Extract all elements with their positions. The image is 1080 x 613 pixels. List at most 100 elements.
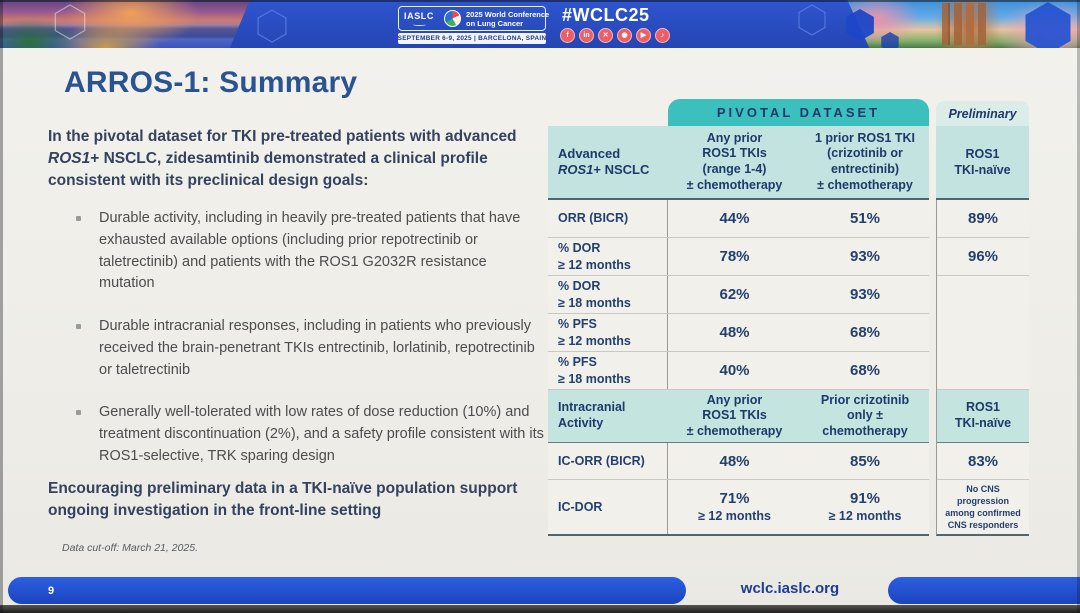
results-table: PIVOTAL DATASET Preliminary Advanced ROS1… [548, 99, 1030, 536]
cell-value: 44% [719, 210, 750, 227]
page-number: 9 [48, 584, 55, 597]
banner-blue-panel [229, 0, 870, 48]
data-cutoff-note: Data cut-off: March 21, 2025. [62, 542, 198, 554]
cell-value: 93% [849, 248, 881, 265]
tab-preliminary: Preliminary [936, 101, 1029, 126]
barcelona-park-photo [0, 0, 252, 48]
x-icon: ✕ [598, 28, 613, 43]
ic-dor-note: ≥ 12 months [698, 508, 771, 523]
row-label: IC-ORR (BICR) [548, 443, 668, 479]
intracranial-band-row: Intracranial Activity Any prior ROS1 TKI… [548, 389, 929, 442]
bullet-marker [76, 410, 81, 416]
iaslc-label: IASLC [404, 10, 434, 21]
bullet-text: Generally well-tolerated with low rates … [99, 404, 544, 464]
preliminary-column: ROS1 TKI-naïve 89% 96% ROS1 TKI-naïve 83… [936, 126, 1029, 536]
cell-value: 91% ≥ 12 months [801, 480, 929, 534]
slide-content: ARROS-1: Summary In the pivotal dataset … [0, 48, 1080, 606]
cell-value: 93% [849, 286, 881, 303]
intro-ros1-italic: ROS1 [48, 150, 91, 167]
table-row-ic-orr: IC-ORR (BICR) 48% 85% [548, 442, 929, 479]
instagram-icon: ◉ [617, 28, 632, 43]
pivotal-table: Advanced ROS1+ NSCLC Any prior ROS1 TKIs … [548, 126, 929, 536]
badge-top: IASLC 2025 World Conference on Lung Canc… [398, 6, 550, 31]
conference-title-line2: on Lung Cancer [466, 18, 524, 28]
cell-value: 85% [849, 452, 881, 470]
cell-value: 68% [849, 362, 881, 379]
footer-bar-left: 9 [8, 577, 686, 604]
header-1-prior-tki: 1 prior ROS1 TKI (crizotinib or entrecti… [814, 130, 916, 192]
bullet-intracranial-responses: Durable intracranial responses, includin… [76, 316, 546, 381]
bullet-well-tolerated: Generally well-tolerated with low rates … [76, 402, 546, 467]
table-row-ic-dor: IC-DOR 71% ≥ 12 months 91% ≥ 12 months [548, 479, 929, 534]
ic-dor-note: ≥ 12 months [828, 508, 902, 523]
tiktok-icon: ♪ [655, 28, 670, 43]
cell-value: 40% [719, 362, 750, 379]
bullet-marker [76, 324, 81, 329]
linkedin-icon: in [579, 28, 594, 43]
preliminary-body: 89% 96% ROS1 TKI-naïve 83% No CNS progre… [936, 200, 1029, 536]
table-row-dor12: % DOR ≥ 12 months 78% 93% [548, 237, 929, 275]
row-label: % DOR ≥ 12 months [548, 238, 668, 275]
header-advanced-nsclc: Advanced ROS1+ NSCLC [548, 126, 668, 198]
prelim-ic-dor-note: No CNS progression among confirmed CNS r… [937, 479, 1029, 534]
table-row-pfs12: % PFS ≥ 12 months 48% 68% [548, 313, 929, 351]
cell-value: 51% [849, 210, 881, 227]
screen-bezel-bottom [0, 605, 1080, 613]
cell-value: 48% [719, 452, 750, 470]
prelim-dor12-value: 96% [937, 237, 1029, 275]
header-tki-naive: ROS1 TKI-naïve [936, 126, 1029, 200]
band-col3: Prior crizotinib only ± chemotherapy [820, 392, 910, 438]
iaslc-conference-badge: IASLC 2025 World Conference on Lung Canc… [397, 6, 550, 44]
conclusion-paragraph: Encouraging preliminary data in a TKI-na… [48, 480, 518, 520]
screen-edge-left [0, 0, 3, 613]
prelim-orr-value: 89% [937, 200, 1029, 237]
band-label: Intracranial Activity [558, 400, 626, 430]
prelim-empty-cell [937, 275, 1029, 389]
table-row-pfs18: % PFS ≥ 18 months 40% 68% [548, 351, 929, 389]
wclc-globe-icon [444, 10, 461, 27]
facebook-icon: f [560, 28, 575, 43]
ic-dor-value: 71% [719, 489, 750, 507]
tab-pivotal-dataset: PIVOTAL DATASET [668, 99, 929, 126]
screen-edge-right [1077, 0, 1080, 613]
cell-value: 62% [719, 286, 750, 303]
header-any-prior-tki: Any prior ROS1 TKIs (range 1-4) ± chemot… [686, 130, 783, 192]
cell-value: 68% [849, 324, 881, 341]
conference-date: SEPTEMBER 6-9, 2025 | BARCELONA, SPAIN [397, 33, 547, 44]
page-title: ARROS-1: Summary [64, 66, 358, 99]
intro-part2: + NSCLC, zidesamtinib demonstrated a cli… [48, 150, 488, 189]
bullet-list: Durable activity, including in heavily p… [76, 208, 546, 489]
intro-part1: In the pivotal dataset for TKI pre-treat… [48, 128, 517, 145]
row-label: % DOR ≥ 18 months [548, 276, 668, 313]
cell-value: 71% ≥ 12 months [668, 480, 801, 534]
header-ros1-italic: ROS1 [558, 162, 594, 177]
prelim-band-label: ROS1 TKI-naïve [937, 389, 1029, 442]
cell-value: 48% [719, 324, 750, 341]
header-nsclc-rest: + NSCLC [593, 162, 650, 177]
header-advanced-line1: Advanced [558, 145, 621, 161]
iaslc-emblem-icon [412, 23, 426, 26]
table-row-dor18: % DOR ≥ 18 months 62% 93% [548, 275, 929, 313]
bullet-text: Durable activity, including in heavily p… [99, 210, 521, 292]
conference-url: wclc.iaslc.org [740, 580, 840, 597]
row-label: % PFS ≥ 12 months [548, 314, 668, 351]
row-label: ORR (BICR) [548, 200, 668, 237]
iaslc-logo: IASLC [404, 10, 434, 26]
table-header-row: Advanced ROS1+ NSCLC Any prior ROS1 TKIs … [548, 126, 929, 200]
conference-title-line1: 2025 World Conference [466, 9, 550, 19]
bullet-marker [76, 216, 81, 221]
conference-banner: IASLC 2025 World Conference on Lung Canc… [0, 0, 1080, 48]
row-label: IC-DOR [548, 480, 668, 534]
hashtag: #WCLC25 [562, 5, 650, 25]
table-row-orr: ORR (BICR) 44% 51% [548, 200, 929, 237]
ic-dor-value: 91% [849, 489, 881, 507]
row-label: % PFS ≥ 18 months [548, 352, 668, 389]
screen-edge-top [0, 0, 1080, 2]
intro-paragraph: In the pivotal dataset for TKI pre-treat… [48, 126, 536, 192]
hexagon-decoration [54, 2, 1071, 48]
bullet-durable-activity: Durable activity, including in heavily p… [76, 208, 546, 295]
social-icons-row: f in ✕ ◉ ▶ ♪ [560, 28, 670, 43]
band-col2: Any prior ROS1 TKIs ± chemotherapy [686, 392, 783, 438]
cathedral-spires-decoration [938, 3, 998, 45]
